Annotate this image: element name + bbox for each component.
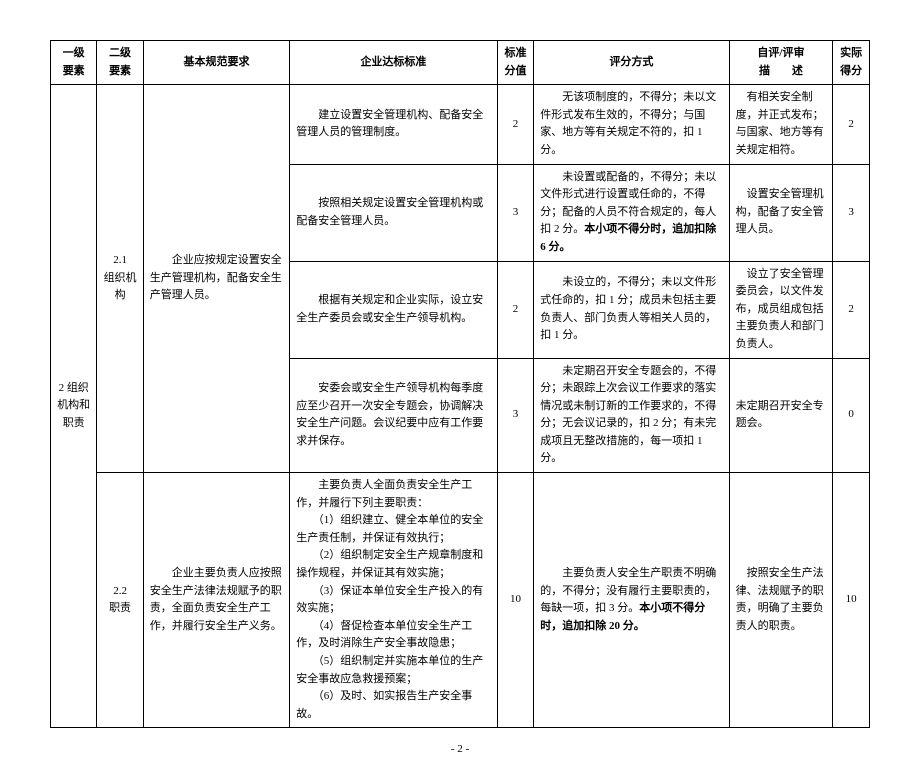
method-cell: 未定期召开安全专题会的，不得分；未跟踪上次会议工作要求的落实情况或未制订新的工作… (534, 358, 729, 473)
header-desc: 自评/评审描 述 (729, 41, 833, 85)
header-basic: 基本规范要求 (143, 41, 289, 85)
level2-cell: 2.2职责 (97, 473, 143, 728)
standard-cell: 安委会或安全生产领导机构每季度应至少召开一次安全专题会，协调解决安全生产问题。会… (290, 358, 497, 473)
score-cell: 3 (497, 164, 534, 261)
desc-cell: 有相关安全制度，并正式发布；与国家、地方等有关规定相符。 (729, 85, 833, 164)
header-actual: 实际得分 (833, 41, 870, 85)
standard-cell: 按照相关规定设置安全管理机构或配备安全管理人员。 (290, 164, 497, 261)
actual-cell: 10 (833, 473, 870, 728)
table-row: 2.2职责 企业主要负责人应按照安全生产法律法规赋予的职责，全面负责安全生产工作… (51, 473, 870, 728)
score-cell: 2 (497, 261, 534, 358)
score-cell: 3 (497, 358, 534, 473)
standard-cell: 根据有关规定和企业实际，设立安全生产委员会或安全生产领导机构。 (290, 261, 497, 358)
actual-cell: 3 (833, 164, 870, 261)
header-method: 评分方式 (534, 41, 729, 85)
header-level1: 一级要素 (51, 41, 97, 85)
score-cell: 10 (497, 473, 534, 728)
header-score: 标准分值 (497, 41, 534, 85)
level1-cell: 2 组织机构和职责 (51, 85, 97, 728)
desc-cell: 未定期召开安全专题会。 (729, 358, 833, 473)
actual-cell: 2 (833, 85, 870, 164)
method-cell: 未设立的，不得分；未以文件形式任命的，扣 1 分；成员未包括主要负责人、部门负责… (534, 261, 729, 358)
method-cell: 主要负责人安全生产职责不明确的，不得分；没有履行主要职责的，每缺一项，扣 3 分… (534, 473, 729, 728)
page-number: - 2 - (50, 743, 870, 755)
score-cell: 2 (497, 85, 534, 164)
desc-cell: 按照安全生产法律、法规赋予的职责，明确了主要负责人的职责。 (729, 473, 833, 728)
level2-cell: 2.1组织机构 (97, 85, 143, 473)
header-standard: 企业达标标准 (290, 41, 497, 85)
desc-cell: 设置安全管理机构，配备了安全管理人员。 (729, 164, 833, 261)
standard-cell: 主要负责人全面负责安全生产工作，并履行下列主要职责： （1）组织建立、健全本单位… (290, 473, 497, 728)
table-header-row: 一级要素 二级要素 基本规范要求 企业达标标准 标准分值 评分方式 自评/评审描… (51, 41, 870, 85)
actual-cell: 2 (833, 261, 870, 358)
standard-cell: 建立设置安全管理机构、配备安全管理人员的管理制度。 (290, 85, 497, 164)
actual-cell: 0 (833, 358, 870, 473)
desc-cell: 设立了安全管理委员会，以文件发布，成员组成包括主要负责人和部门负责人。 (729, 261, 833, 358)
basic-cell: 企业主要负责人应按照安全生产法律法规赋予的职责，全面负责安全生产工作，并履行安全… (143, 473, 289, 728)
method-cell: 无该项制度的，不得分；未以文件形式发布生效的，不得分；与国家、地方等有关规定不符… (534, 85, 729, 164)
assessment-table: 一级要素 二级要素 基本规范要求 企业达标标准 标准分值 评分方式 自评/评审描… (50, 40, 870, 728)
header-level2: 二级要素 (97, 41, 143, 85)
basic-cell: 企业应按规定设置安全生产管理机构，配备安全生产管理人员。 (143, 85, 289, 473)
method-cell: 未设置或配备的，不得分；未以文件形式进行设置或任命的，不得分；配备的人员不符合规… (534, 164, 729, 261)
table-row: 2 组织机构和职责 2.1组织机构 企业应按规定设置安全生产管理机构，配备安全生… (51, 85, 870, 164)
